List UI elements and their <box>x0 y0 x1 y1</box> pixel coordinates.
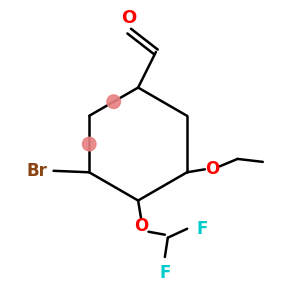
Text: F: F <box>196 220 207 238</box>
Text: O: O <box>122 9 137 27</box>
Text: Br: Br <box>27 162 48 180</box>
Ellipse shape <box>82 137 96 151</box>
Ellipse shape <box>107 95 120 109</box>
Text: O: O <box>134 217 148 235</box>
Text: O: O <box>205 160 219 178</box>
Text: F: F <box>159 264 170 282</box>
